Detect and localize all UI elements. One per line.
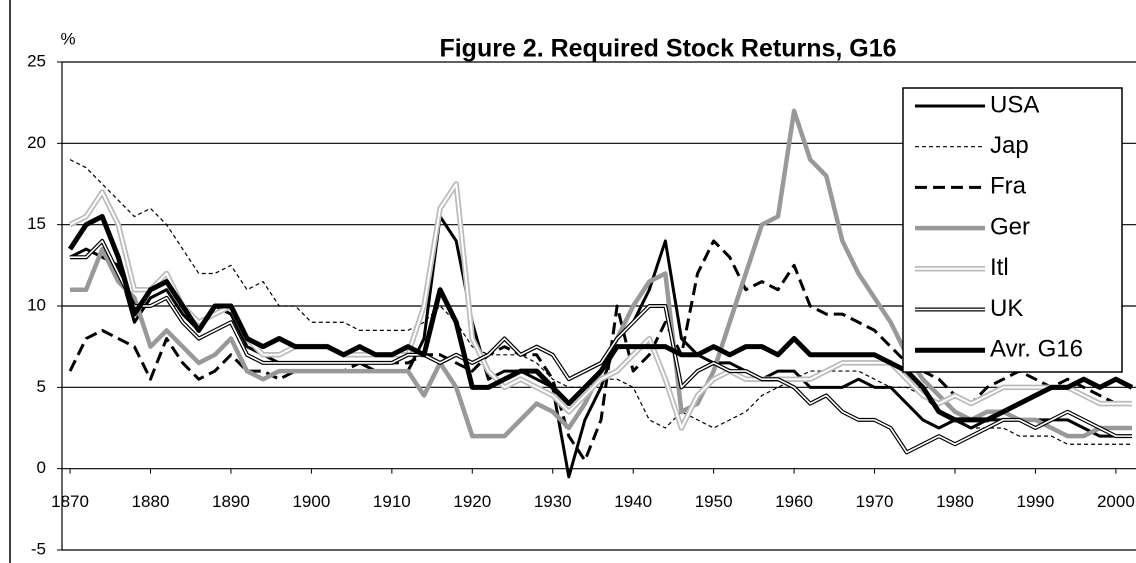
y-unit: %	[60, 29, 75, 48]
legend-label: Fra	[990, 173, 1027, 200]
y-tick-label: 15	[27, 214, 46, 233]
x-tick-label: 1880	[132, 492, 170, 511]
x-tick-label: 1990	[1017, 492, 1055, 511]
y-tick-label: 20	[27, 133, 46, 152]
x-tick-label: 1920	[453, 492, 491, 511]
x-tick-label: 1900	[292, 492, 330, 511]
legend-label: UK	[990, 295, 1023, 322]
x-tick-label: 1960	[775, 492, 813, 511]
legend-label: Jap	[990, 132, 1029, 159]
x-tick-label: 1950	[695, 492, 733, 511]
y-tick-label: 5	[37, 377, 46, 396]
legend-label: Ger	[990, 213, 1030, 240]
x-tick-label: 1930	[534, 492, 572, 511]
x-tick-label: 1940	[614, 492, 652, 511]
y-tick-label: 10	[27, 295, 46, 314]
x-tick-label: 1970	[856, 492, 894, 511]
x-tick-label: 2000	[1097, 492, 1135, 511]
legend-label: Itl	[990, 254, 1009, 281]
chart-title: Figure 2. Required Stock Returns, G16	[439, 35, 896, 63]
lines	[67, 108, 1134, 479]
y-tick-label: -5	[31, 539, 46, 558]
series-line-inner	[70, 240, 1132, 454]
y-tick-label: 25	[27, 51, 46, 70]
x-tick-label: 1910	[373, 492, 411, 511]
series-line	[67, 214, 1134, 423]
x-tick-label: 1890	[212, 492, 250, 511]
x-tick-label: 1980	[936, 492, 974, 511]
legend-label: Avr. G16	[990, 336, 1083, 363]
x-tick-label: 1870	[51, 492, 89, 511]
legend: USA Jap Fra Ger Itl UK Avr. G16	[902, 87, 1123, 373]
legend-label: USA	[990, 91, 1039, 118]
y-tick-label: 0	[37, 458, 46, 477]
